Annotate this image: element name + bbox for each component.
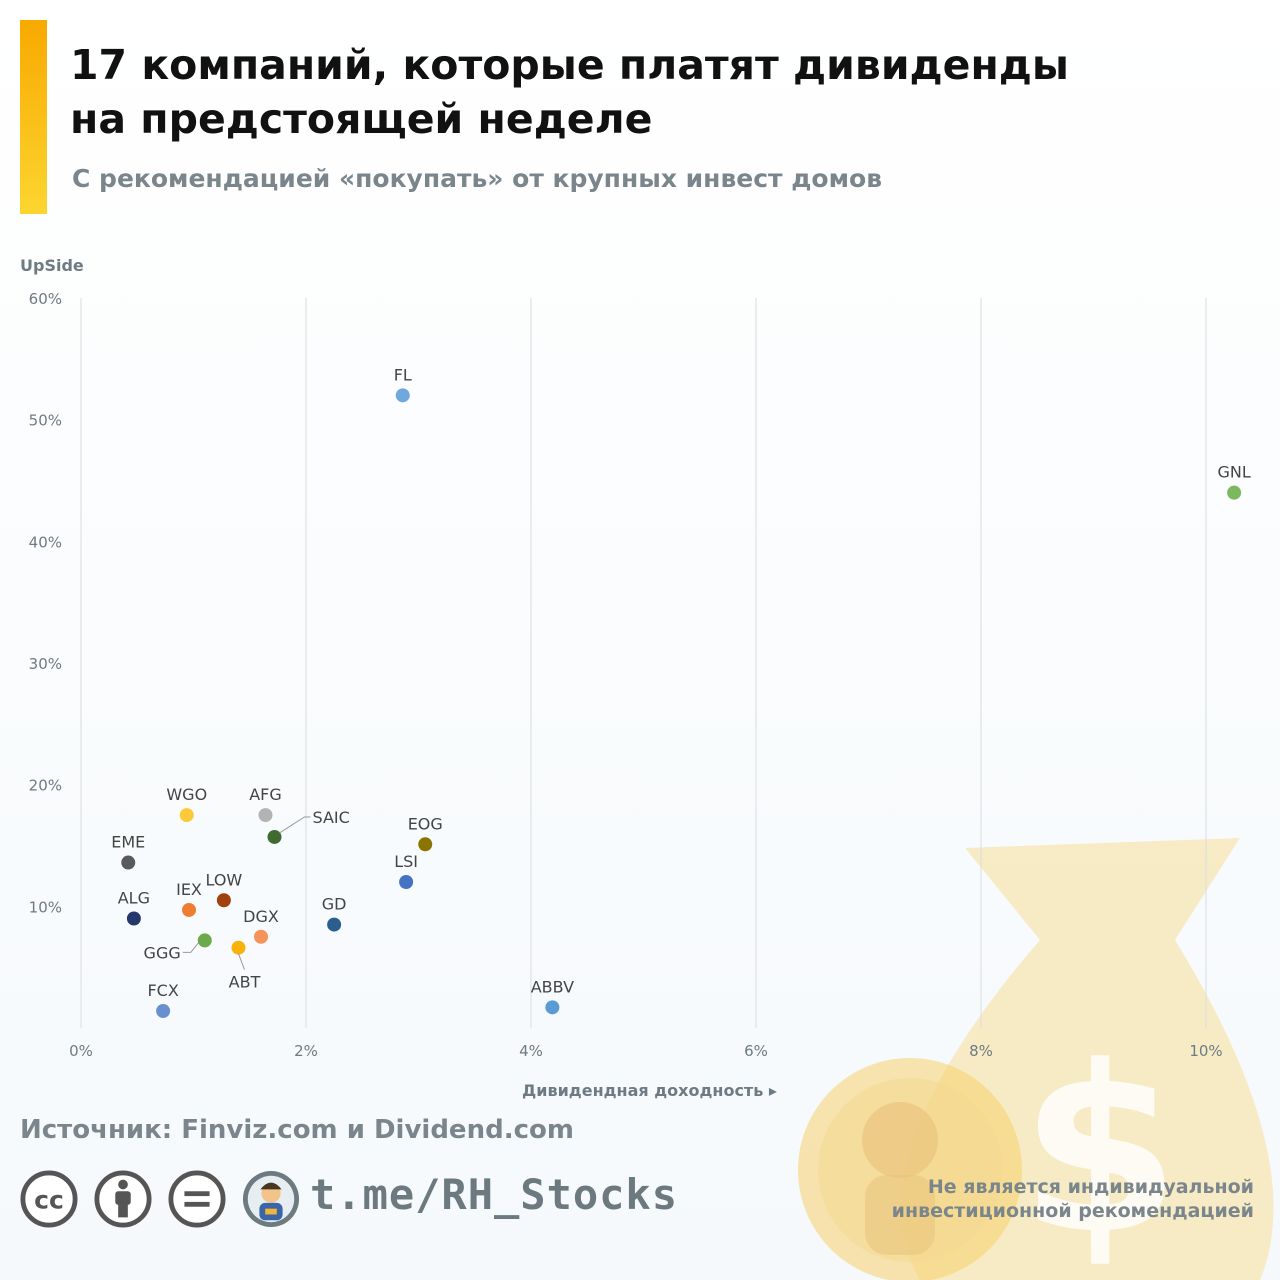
money-bag-icon: $ (798, 838, 1274, 1280)
data-label: FCX (147, 981, 178, 1000)
source-note: Источник: Finviz.com и Dividend.com (20, 1115, 574, 1145)
x-tick-label: 6% (744, 1042, 768, 1060)
data-label: ALG (118, 889, 150, 908)
x-tick-label: 4% (519, 1042, 543, 1060)
disclaimer-line-1: Не является индивидуальной (927, 1176, 1254, 1198)
data-label: AFG (249, 785, 282, 804)
data-label: LOW (205, 870, 242, 889)
telegram-link[interactable]: t.me/RH_Stocks (310, 1170, 679, 1219)
y-tick-label: 60% (29, 290, 62, 308)
data-point (395, 388, 410, 403)
disclaimer: Не является индивидуальной инвестиционно… (892, 1175, 1254, 1223)
scatter-chart: 0% 2% 4% 6% 8% 10% 10% 20% 30% 40% 50% 60% UpSide Див… (20, 256, 1251, 1100)
x-axis-title: Дивидендная доходность ▸ (522, 1081, 777, 1100)
data-point (156, 1003, 171, 1018)
subtitle: С рекомендацией «покупать» от крупных ин… (72, 164, 883, 193)
data-point (418, 837, 433, 852)
data-point (126, 911, 141, 926)
avatar (242, 1170, 300, 1228)
x-tick-label: 0% (69, 1042, 93, 1060)
leader-line (182, 942, 200, 953)
x-tick-label: 2% (294, 1042, 318, 1060)
data-label: DGX (243, 907, 279, 926)
by-icon (94, 1170, 152, 1228)
svg-text:$: $ (1020, 1018, 1180, 1280)
data-point (1227, 485, 1242, 500)
y-tick-label: 20% (29, 777, 62, 795)
data-point (399, 875, 414, 889)
nd-icon (168, 1170, 226, 1228)
license-icons: cc (20, 1168, 316, 1230)
y-axis-title: UpSide (20, 256, 84, 275)
accent-bar (20, 20, 47, 214)
page-title: 17 компаний, которые платят дивиденды на… (70, 38, 1220, 146)
data-point (121, 855, 136, 870)
data-point (231, 940, 246, 955)
data-label: GNL (1217, 463, 1250, 482)
data-point (182, 902, 196, 917)
cc-icon: cc (20, 1170, 78, 1228)
data-label: FL (394, 365, 412, 384)
disclaimer-line-2: инвестиционной рекомендацией (891, 1200, 1254, 1222)
leader-line (279, 816, 311, 834)
data-label: ABT (229, 973, 261, 992)
data-point (545, 1000, 560, 1015)
x-tick-label: 10% (1189, 1042, 1222, 1060)
y-tick-label: 50% (29, 412, 62, 430)
data-point (254, 929, 268, 944)
data-label: WGO (166, 785, 207, 804)
data-label: GD (322, 895, 347, 914)
title-line-1: 17 компаний, которые платят дивиденды (70, 41, 1069, 89)
data-label: ABBV (531, 977, 574, 996)
title-line-2: на предстоящей неделе (70, 95, 653, 143)
data-point (327, 917, 342, 932)
data-point (258, 808, 273, 823)
data-label: SAIC (313, 808, 350, 827)
data-label: IEX (176, 880, 202, 899)
x-tick-label: 8% (969, 1042, 993, 1060)
data-point (216, 893, 231, 908)
y-tick-label: 30% (29, 655, 62, 673)
leader-line (238, 953, 245, 970)
svg-text:cc: cc (34, 1186, 64, 1215)
y-tick-label: 40% (29, 533, 62, 551)
data-label: EOG (408, 814, 443, 833)
data-point (267, 829, 282, 844)
data-label: LSI (394, 852, 418, 871)
data-point (179, 808, 194, 823)
data-label: EME (111, 833, 145, 852)
y-tick-label: 10% (29, 898, 62, 916)
data-label: GGG (144, 943, 181, 962)
data-point (197, 933, 212, 948)
